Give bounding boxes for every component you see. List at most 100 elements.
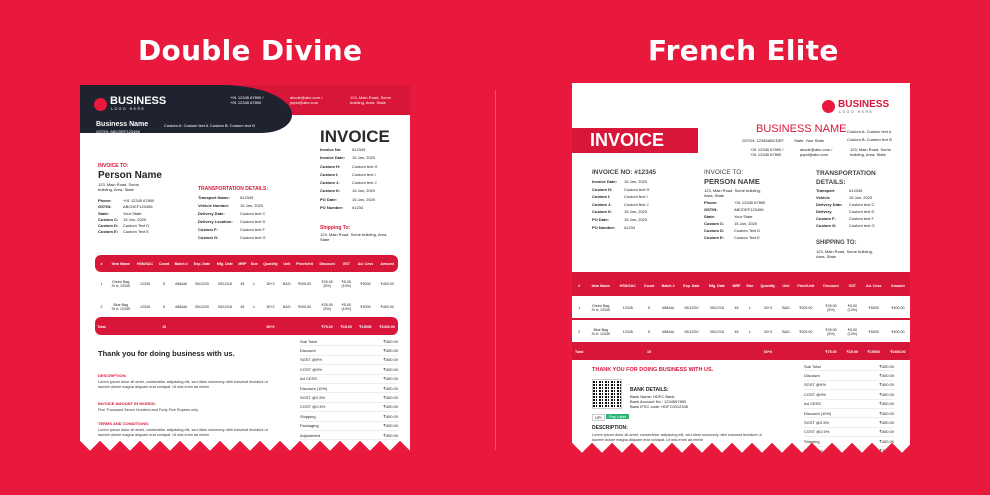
summary-row: Packaging ₹400.00: [300, 422, 398, 431]
person-name: PERSON NAME: [704, 177, 760, 186]
summary-row: Shipping ₹400.00: [300, 412, 398, 422]
total-cell: [658, 344, 679, 359]
total-cell: [134, 318, 157, 336]
description-text: Lorem ipsum dolor sit amet, consectetur …: [592, 433, 762, 442]
field-label: State:: [704, 214, 716, 219]
column-header: Ad. Cess: [865, 283, 882, 288]
summary-label: SGST @2.5%: [300, 395, 326, 401]
table-cell: ₹200.00: [297, 281, 312, 286]
summary-label: CGST @9%: [804, 391, 826, 397]
summary-row: CGST @9% ₹400.00: [804, 390, 894, 400]
total-cell: [793, 344, 819, 359]
summary-value: ₹400.00: [383, 432, 398, 438]
field-label: Phone:: [98, 198, 112, 203]
summary-row: Sub Total ₹400.00: [300, 337, 398, 347]
field-value: 15 Jan, 2020: [849, 195, 873, 200]
field-row: Delivery Location: Custom text D: [198, 218, 293, 226]
column-header: HSN/SAC: [619, 283, 636, 288]
amount-words: Five Thousand Seven Hundred and Forty Fi…: [98, 408, 198, 412]
summary-value: ₹400.00: [879, 363, 894, 369]
table-cell: ₹400.00: [891, 330, 905, 334]
summary-value: ₹400.00: [383, 348, 398, 354]
field-label: PO Date:: [592, 216, 609, 222]
total-cell: [679, 344, 705, 359]
person-address: 123, Main Road, Some building, Area, Sta…: [98, 182, 139, 192]
field-row: Custom J: Custom text J: [592, 201, 677, 209]
gstin: GSTIN: 12345ABCDEF: [742, 138, 784, 143]
table-cell: 12345: [139, 281, 150, 286]
summary-value: ₹400.00: [879, 391, 894, 397]
table-cell: BAG: [782, 330, 790, 334]
summary-value: ₹400.00: [383, 404, 398, 410]
summary-row: Discount (10%) ₹400.00: [300, 384, 398, 394]
bank-line: Bank IFSC code: HDFC0012345: [630, 404, 689, 409]
field-value: Custom Text D: [123, 223, 150, 229]
summary-label: Discount: [300, 348, 316, 354]
summary-label: CGST @2.5%: [804, 429, 830, 435]
shipping-label: Shipping To:: [320, 225, 351, 231]
table-cell: BAG: [782, 306, 790, 310]
table-total-row: Total 15 60+6 ₹75.00 ₹15.00 ₹15000 ₹2400.00: [95, 318, 398, 336]
field-value: 15 Jan, 2020: [352, 196, 376, 202]
field-label: Custom G:: [816, 223, 837, 228]
summary: Sub Total ₹400.00 Discount ₹400.00 SGST @9% ₹…: [300, 337, 398, 441]
total-cell: ₹2400.00: [379, 325, 395, 329]
field-label: PO Number:: [592, 224, 616, 230]
field-row: Invoice Date: 15 Jan, 2020: [592, 178, 677, 186]
summary-row: Discount ₹400.00: [804, 371, 894, 381]
divider: [495, 90, 496, 450]
table-cell: ₹25.00 (5%): [825, 328, 837, 336]
field-row: Custom J: Custom text J: [320, 179, 405, 187]
email-contact: abcde@abc.com / pqrst@abc.com: [800, 147, 833, 157]
invoice-double-divine: BUSINESS LOGO HERE +91 12345 67890 / +91…: [80, 85, 410, 455]
field-row: GSTIN: ABCDEF123456: [704, 206, 789, 213]
summary-row: SGST @2.5% ₹400.00: [804, 418, 894, 428]
table-cell: ₹200.00: [799, 330, 813, 334]
row-bg-2: [572, 320, 910, 342]
logo-icon: [822, 100, 835, 113]
field-row: Custom F: Custom text F: [198, 226, 293, 234]
column-header: Count: [643, 283, 655, 288]
field-value: +91 12345 67890: [123, 198, 155, 203]
summary: Sub Total ₹400.00 Discount ₹400.00 SGST @9% ₹…: [804, 362, 894, 457]
summary-value: ₹400.00: [383, 366, 398, 372]
summary-label: Packaging: [300, 423, 319, 429]
field-label: Invoice Date:: [320, 155, 345, 161]
total-cell: ₹15.00: [846, 349, 858, 354]
column-header: GST: [342, 261, 350, 266]
email-contact: abcde@abc.com / pqrst@abc.com: [290, 95, 323, 105]
summary-value: ₹400.00: [879, 373, 894, 379]
invoice-meta: Invoice No: #12345 Invoice Date: 15 Jan, 20…: [320, 146, 405, 212]
summary-row: CGST @2.5% ₹400.00: [300, 403, 398, 413]
summary-row: Sub Total ₹400.00: [804, 362, 894, 372]
total-cell: 15: [162, 325, 167, 329]
field-row: Delivery Date: Custom text C: [198, 210, 293, 218]
table-header-row: # Item Name HSN/SAC Count Batch # Exp. Date Mf…: [95, 255, 398, 272]
summary-row: Adjustment ₹400.00: [300, 431, 398, 441]
field-value: Custom text D: [240, 219, 266, 224]
field-value: Custom text I: [352, 171, 376, 177]
field-row: PO Number: #1234: [592, 224, 677, 232]
custom-a: Custom A: Custom text A: [164, 123, 209, 128]
column-header: Mfg. Date: [708, 283, 725, 288]
table-total-band: [95, 317, 398, 335]
field-label: Transport: [816, 188, 835, 193]
summary-row: SGST @9% ₹400.00: [804, 381, 894, 391]
column-header: Amount: [380, 261, 394, 266]
field-value: 15 Jan, 2020: [624, 209, 648, 215]
field-label: Custom I:: [320, 171, 339, 177]
pay-later-badge[interactable]: Pay Later: [606, 414, 630, 419]
field-label: Custom E:: [704, 235, 724, 240]
table-row: 1 Green Bag Sr #: 12345 12345 5 #56AAI 05/12/2…: [95, 272, 398, 295]
qr-code[interactable]: [592, 379, 622, 409]
field-value: Custom text C: [240, 211, 266, 216]
transport-label: TRANSPORTATION DETAILS:: [198, 186, 268, 192]
table-cell: 05/12/18: [709, 306, 724, 310]
custom-a: Custom A: Custom text A: [847, 129, 892, 134]
table-cell: L: [253, 281, 256, 286]
field-label: GSTIN:: [704, 207, 718, 212]
field-value: ABCDEF123456: [734, 207, 764, 212]
custom-b: Custom B: Custom text B: [847, 137, 892, 142]
table-header-row: # Item Name HSN/SAC Count Batch # Exp. Date Mf…: [572, 275, 910, 296]
column-header: Size: [250, 261, 258, 266]
